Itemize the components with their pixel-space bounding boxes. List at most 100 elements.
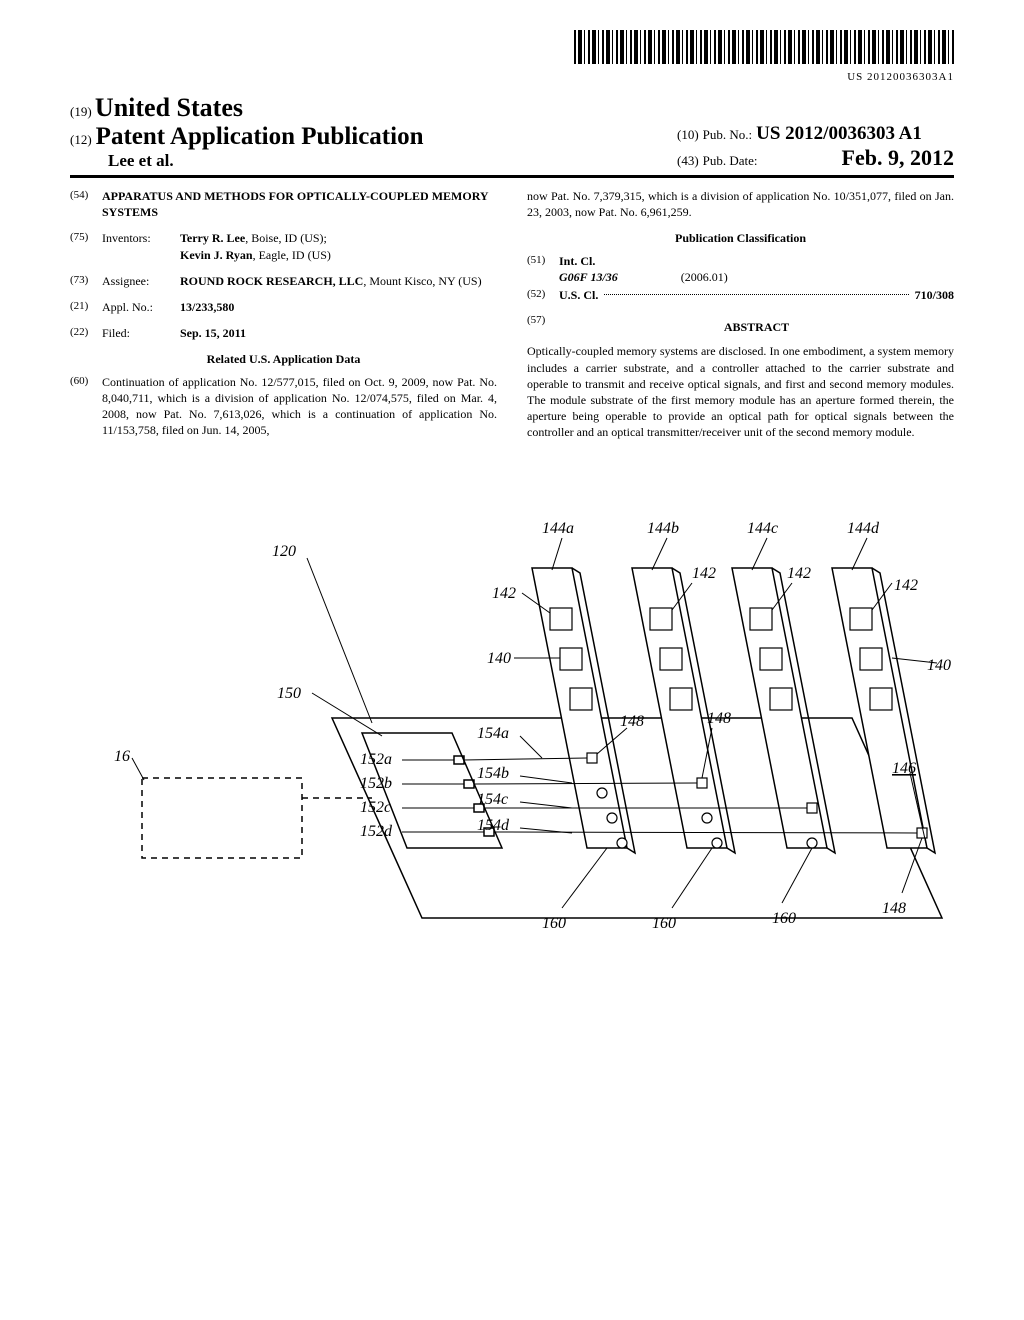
f52-label: U.S. Cl. <box>559 287 598 303</box>
country-line: (19) United States <box>70 93 423 123</box>
field-73: (73) Assignee: ROUND ROCK RESEARCH, LLC,… <box>70 273 497 289</box>
f60-continuation: now Pat. No. 7,379,315, which is a divis… <box>527 188 954 220</box>
f75-num: (75) <box>70 230 102 262</box>
lbl-148-2: 148 <box>707 710 731 727</box>
header-row: (19) United States (12) Patent Applicati… <box>70 93 954 171</box>
f22-label: Filed: <box>102 325 180 341</box>
f54-title: APPARATUS AND METHODS FOR OPTICALLY-COUP… <box>102 188 497 220</box>
field-51: (51) Int. Cl. G06F 13/36 (2006.01) <box>527 253 954 285</box>
pub-date-row: (43) Pub. Date: Feb. 9, 2012 <box>677 145 954 171</box>
lbl-148-1: 148 <box>620 713 644 730</box>
left-column: (54) APPARATUS AND METHODS FOR OPTICALLY… <box>70 188 497 448</box>
f75-label: Inventors: <box>102 230 180 262</box>
f52-num: (52) <box>527 287 559 303</box>
lbl-142-2: 142 <box>692 565 716 582</box>
left-header: (19) United States (12) Patent Applicati… <box>70 93 423 171</box>
f52-value: 710/308 <box>915 287 954 303</box>
right-header: (10) Pub. No.: US 2012/0036303 A1 (43) P… <box>677 123 954 171</box>
lbl-146: 146 <box>892 760 916 777</box>
f73-body: ROUND ROCK RESEARCH, LLC, Mount Kisco, N… <box>180 273 497 289</box>
f51-num: (51) <box>527 253 559 285</box>
f73-loc: , Mount Kisco, NY (US) <box>363 274 481 288</box>
lbl-160-3: 160 <box>772 910 796 927</box>
authors: Lee et al. <box>70 151 423 171</box>
lbl-152b: 152b <box>360 775 392 792</box>
f51-body: Int. Cl. G06F 13/36 (2006.01) <box>559 253 954 285</box>
lbl-16: 16 <box>114 748 130 765</box>
f51-label: Int. Cl. <box>559 254 595 268</box>
field-60: (60) Continuation of application No. 12/… <box>70 374 497 439</box>
rule-top <box>70 175 954 178</box>
lbl-140-1: 140 <box>487 650 511 667</box>
barcode-graphic <box>574 30 954 64</box>
field-54: (54) APPARATUS AND METHODS FOR OPTICALLY… <box>70 188 497 220</box>
f52-body: U.S. Cl. 710/308 <box>559 287 954 303</box>
lbl-154b: 154b <box>477 765 509 782</box>
pub-date-label: Pub. Date: <box>703 153 758 168</box>
f51-code: G06F 13/36 <box>559 270 618 284</box>
lbl-142-3: 142 <box>787 565 811 582</box>
f75-name2: Kevin J. Ryan <box>180 248 253 262</box>
barcode-section: US 20120036303A1 <box>70 30 954 83</box>
f73-label: Assignee: <box>102 273 180 289</box>
pub-no-label: Pub. No.: <box>703 127 752 142</box>
lbl-120: 120 <box>272 543 296 560</box>
lbl-152c: 152c <box>360 799 391 816</box>
pub-date-value: Feb. 9, 2012 <box>842 145 954 170</box>
field-75: (75) Inventors: Terry R. Lee, Boise, ID … <box>70 230 497 262</box>
f60-num: (60) <box>70 374 102 439</box>
lbl-142-4: 142 <box>894 577 918 594</box>
lbl-154d: 154d <box>477 817 510 834</box>
field-57: (57) ABSTRACT <box>527 313 954 341</box>
field-21: (21) Appl. No.: 13/233,580 <box>70 299 497 315</box>
lbl-160-1: 160 <box>542 915 566 932</box>
lbl-144a: 144a <box>542 520 574 537</box>
lbl-144b: 144b <box>647 520 679 537</box>
country-name: United States <box>95 93 243 122</box>
pub-class-heading: Publication Classification <box>527 230 954 246</box>
abstract-text: Optically-coupled memory systems are dis… <box>527 343 954 440</box>
f60-body: Continuation of application No. 12/577,0… <box>102 374 497 439</box>
f75-name1: Terry R. Lee <box>180 231 245 245</box>
pub-type: Patent Application Publication <box>96 123 424 150</box>
lbl-152d: 152d <box>360 823 393 840</box>
f21-label: Appl. No.: <box>102 299 180 315</box>
field-52: (52) U.S. Cl. 710/308 <box>527 287 954 303</box>
pub-type-line: (12) Patent Application Publication <box>70 123 423 151</box>
lbl-152a: 152a <box>360 751 392 768</box>
f75-loc2: , Eagle, ID (US) <box>253 248 331 262</box>
pub-no-prefix: (10) <box>677 127 699 142</box>
f54-num: (54) <box>70 188 102 220</box>
lbl-140-2: 140 <box>927 657 951 674</box>
right-column: now Pat. No. 7,379,315, which is a divis… <box>527 188 954 448</box>
f22-body: Sep. 15, 2011 <box>180 325 497 341</box>
lbl-150: 150 <box>277 685 301 702</box>
f73-num: (73) <box>70 273 102 289</box>
f51-year: (2006.01) <box>681 270 728 284</box>
pub-no-value: US 2012/0036303 A1 <box>756 123 922 144</box>
f57-num: (57) <box>527 313 559 341</box>
lbl-142-1: 142 <box>492 585 516 602</box>
body-columns: (54) APPARATUS AND METHODS FOR OPTICALLY… <box>70 188 954 448</box>
pub-no-row: (10) Pub. No.: US 2012/0036303 A1 <box>677 123 954 145</box>
dotted-leader <box>604 293 908 295</box>
lbl-154c: 154c <box>477 791 508 808</box>
figure-svg: 120 16 150 152a 152b 152c 152d 154a 154b… <box>70 498 954 998</box>
lbl-144d: 144d <box>847 520 880 537</box>
f21-num: (21) <box>70 299 102 315</box>
patent-figure: 120 16 150 152a 152b 152c 152d 154a 154b… <box>70 498 954 998</box>
barcode-number: US 20120036303A1 <box>70 71 954 83</box>
related-heading: Related U.S. Application Data <box>70 351 497 367</box>
f21-body: 13/233,580 <box>180 299 497 315</box>
f73-name: ROUND ROCK RESEARCH, LLC <box>180 274 363 288</box>
lbl-148-3: 148 <box>882 900 906 917</box>
f75-body: Terry R. Lee, Boise, ID (US); Kevin J. R… <box>180 230 497 262</box>
pub-date-prefix: (43) <box>677 153 699 168</box>
lbl-154a: 154a <box>477 725 509 742</box>
country-prefix: (19) <box>70 104 92 119</box>
lbl-144c: 144c <box>747 520 778 537</box>
lbl-160-2: 160 <box>652 915 676 932</box>
field-22: (22) Filed: Sep. 15, 2011 <box>70 325 497 341</box>
pub-type-prefix: (12) <box>70 132 92 147</box>
f22-num: (22) <box>70 325 102 341</box>
